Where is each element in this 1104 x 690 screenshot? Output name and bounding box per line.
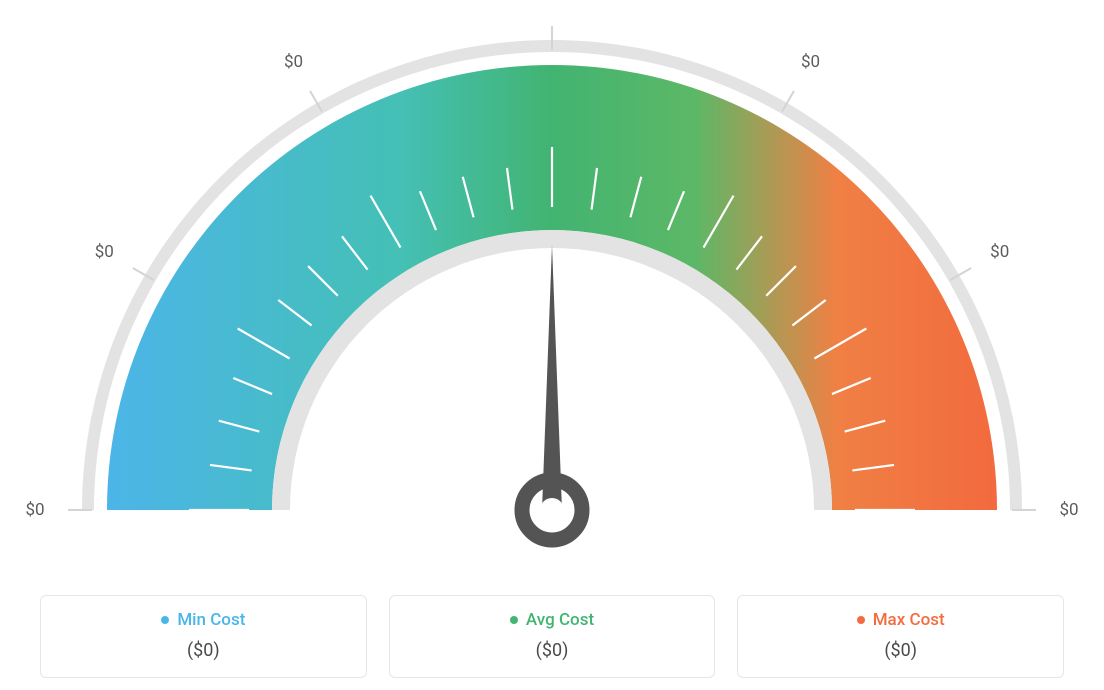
legend-value-avg: ($0) bbox=[400, 640, 705, 661]
gauge-tick-label: $0 bbox=[1059, 500, 1078, 520]
gauge-area: $0 $0 $0 $0 $0 $0 $0 bbox=[0, 0, 1104, 560]
legend-dot-min bbox=[161, 616, 169, 624]
legend-label-avg: Avg Cost bbox=[526, 610, 594, 630]
legend-title-max: Max Cost bbox=[748, 610, 1053, 630]
gauge-tick-label: $0 bbox=[801, 52, 820, 72]
legend-title-min: Min Cost bbox=[51, 610, 356, 630]
cost-gauge-widget: $0 $0 $0 $0 $0 $0 $0 Min Cost ($0) Avg Cost ($… bbox=[0, 0, 1104, 690]
legend-dot-max bbox=[857, 616, 865, 624]
gauge-tick-label: $0 bbox=[284, 52, 303, 72]
legend-value-max: ($0) bbox=[748, 640, 1053, 661]
legend-card-min: Min Cost ($0) bbox=[40, 595, 367, 678]
legend-card-max: Max Cost ($0) bbox=[737, 595, 1064, 678]
legend-card-avg: Avg Cost ($0) bbox=[389, 595, 716, 678]
legend-title-avg: Avg Cost bbox=[400, 610, 705, 630]
legend-dot-avg bbox=[510, 616, 518, 624]
gauge-tick-label: $0 bbox=[542, 0, 561, 3]
legend-label-min: Min Cost bbox=[177, 610, 245, 630]
gauge-svg bbox=[0, 0, 1104, 560]
gauge-tick-label: $0 bbox=[25, 500, 44, 520]
gauge-tick-label: $0 bbox=[990, 242, 1009, 262]
legend-label-max: Max Cost bbox=[873, 610, 945, 630]
gauge-tick-label: $0 bbox=[95, 242, 114, 262]
legend-value-min: ($0) bbox=[51, 640, 356, 661]
legend-row: Min Cost ($0) Avg Cost ($0) Max Cost ($0… bbox=[40, 595, 1064, 678]
